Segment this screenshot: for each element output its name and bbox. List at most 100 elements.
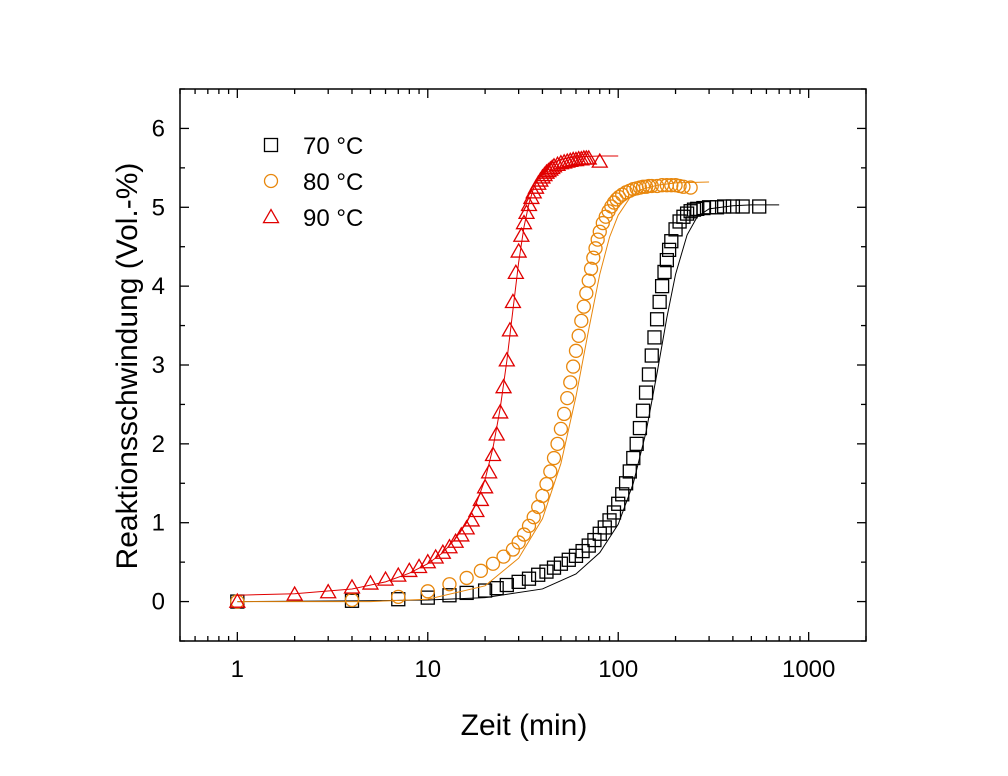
- y-tick-label: 3: [152, 352, 165, 379]
- data-point: [539, 476, 554, 492]
- data-point: [400, 562, 418, 578]
- data-point: [539, 564, 554, 579]
- data-point: [521, 518, 537, 534]
- data-point: [566, 359, 581, 374]
- data-point: [550, 436, 565, 452]
- data-point: [649, 178, 665, 194]
- data-point: [683, 180, 698, 195]
- data-point: [535, 488, 550, 504]
- x-tick-label: 1000: [782, 656, 835, 683]
- data-point: [504, 293, 522, 309]
- y-tick-label: 6: [152, 115, 165, 142]
- data-point: [622, 464, 637, 479]
- data-point: [686, 202, 702, 217]
- data-point: [635, 403, 651, 418]
- fit-line-3: [237, 155, 619, 596]
- data-point: [499, 577, 514, 593]
- data-point: [676, 179, 691, 194]
- fit-line-1: [237, 204, 780, 603]
- data-point: [476, 478, 494, 494]
- legend-label-2: 80 °C: [303, 169, 363, 196]
- data-point: [654, 278, 670, 294]
- data-point: [491, 403, 509, 419]
- data-point: [580, 149, 598, 165]
- data-point: [725, 199, 741, 214]
- data-point: [604, 199, 619, 214]
- data-point: [641, 367, 657, 382]
- plot-frame: [179, 88, 867, 642]
- data-point: [517, 204, 536, 220]
- data-point: [668, 222, 683, 237]
- data-point: [344, 592, 360, 608]
- data-point: [701, 200, 717, 215]
- data-point: [319, 583, 337, 599]
- data-point: [672, 214, 687, 229]
- data-point: [521, 571, 537, 586]
- data-point: [512, 226, 530, 242]
- data-point: [556, 406, 572, 422]
- data-point: [717, 199, 732, 214]
- data-point: [511, 574, 526, 590]
- data-point: [389, 566, 407, 582]
- x-axis-label: Zeit (min): [461, 709, 588, 742]
- legend-marker-2: [263, 173, 279, 189]
- axes: 1 10 100 1000 0 1 2 3 4 5 6: [152, 88, 867, 683]
- data-point: [458, 519, 476, 535]
- data-point: [647, 330, 662, 345]
- data-point: [511, 535, 526, 550]
- data-point: [635, 179, 651, 194]
- data-point: [543, 159, 561, 175]
- data-point: [632, 420, 648, 436]
- y-tick-label: 0: [152, 589, 165, 616]
- data-point: [602, 513, 617, 528]
- data-point: [477, 583, 493, 598]
- legend-marker-1: [263, 137, 279, 153]
- legend: 70 °C 80 °C 90 °C: [262, 133, 363, 232]
- data-point: [595, 215, 610, 231]
- data-point: [507, 263, 525, 279]
- data-point: [611, 496, 626, 511]
- data-point: [618, 476, 634, 491]
- data-point: [343, 578, 361, 594]
- data-point: [590, 232, 605, 247]
- data-point: [522, 189, 540, 205]
- data-point: [583, 261, 599, 276]
- data-point: [472, 491, 490, 507]
- legend-label-3: 90 °C: [303, 205, 363, 232]
- x-tick-label: 1: [231, 656, 244, 683]
- data-point: [420, 584, 435, 599]
- data-layer: [228, 149, 780, 609]
- data-point: [427, 548, 445, 564]
- data-point: [568, 343, 584, 358]
- x-tick-label: 10: [414, 656, 441, 683]
- data-point: [560, 390, 575, 406]
- data-point: [484, 446, 502, 462]
- data-point: [629, 436, 644, 452]
- data-point: [588, 241, 603, 256]
- data-point: [638, 385, 654, 400]
- data-point: [576, 299, 592, 314]
- data-point: [459, 570, 474, 586]
- data-point: [574, 313, 589, 328]
- data-point: [434, 543, 452, 559]
- data-point: [286, 585, 304, 601]
- data-point: [463, 511, 481, 527]
- data-point: [459, 585, 474, 601]
- data-point: [735, 199, 750, 214]
- data-point: [661, 242, 677, 258]
- data-point: [228, 592, 246, 608]
- data-point: [489, 581, 504, 596]
- data-point: [480, 463, 498, 479]
- legend-label-1: 70 °C: [303, 133, 363, 160]
- data-point: [516, 527, 532, 542]
- data-point: [510, 242, 528, 258]
- data-point: [440, 538, 459, 554]
- x-tick-label: 100: [598, 656, 638, 683]
- data-point: [553, 421, 569, 437]
- fit-line-2: [237, 181, 710, 603]
- data-point: [546, 450, 562, 466]
- data-point: [488, 425, 506, 441]
- data-point: [709, 200, 725, 215]
- y-tick-label: 5: [152, 194, 165, 221]
